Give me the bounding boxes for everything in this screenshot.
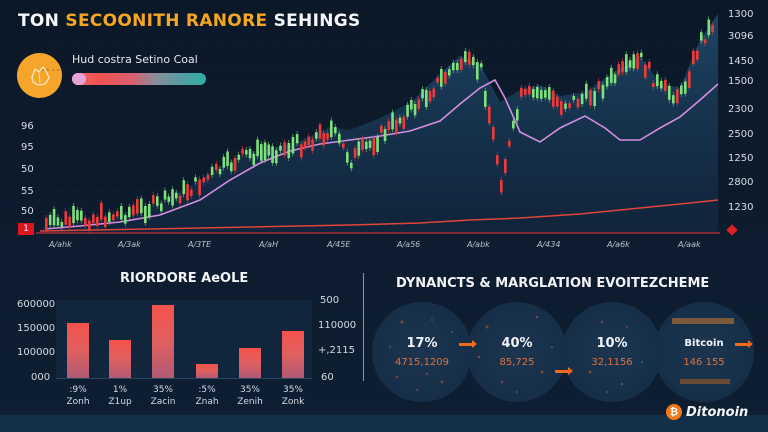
y-right-label: 1300 — [728, 9, 754, 20]
bar-y-left: 150000 — [17, 323, 56, 334]
bar-category: 35% Zonk — [273, 384, 313, 408]
bar-category-pct: 35% — [152, 385, 173, 395]
title-part-1: TON — [18, 11, 66, 31]
bar-zacin[interactable] — [152, 305, 174, 378]
legend-gradient-bar — [72, 73, 206, 85]
y-right-label: 1230 — [728, 202, 754, 213]
bar-y-right: 60 — [321, 372, 334, 383]
page-title: TON SECOONITH RANORE SEHINGS — [18, 11, 361, 31]
metric-value: 85,725 — [499, 357, 535, 368]
metric-circle[interactable]: 17% 4715,1209 — [372, 302, 472, 402]
arrow-right-icon — [735, 340, 753, 348]
bar-category: 1% Z1up — [100, 384, 140, 408]
bar-category-name: Zonk — [281, 397, 305, 407]
arrow-right-icon — [555, 367, 573, 375]
bar-category-name: Zonh — [66, 397, 90, 407]
texture-decoration — [588, 320, 643, 393]
bar-y-right: 110000 — [318, 320, 357, 331]
decor-bar — [680, 379, 730, 384]
metric-value: 32,1156 — [591, 357, 633, 368]
metric-pct: 10% — [596, 336, 628, 351]
y-right-label: 1250 — [728, 153, 754, 164]
bar-y-left: 100000 — [17, 347, 56, 358]
bar-category: 35% Zenih — [230, 384, 270, 408]
x-label: A/ahk — [49, 240, 72, 249]
x-label: A/aH — [259, 240, 279, 249]
texture-decoration — [389, 319, 453, 391]
bar-y-left: 000 — [31, 372, 51, 383]
brand-name: Ditonoin — [686, 404, 749, 420]
bar-category-name: Zenih — [237, 397, 263, 407]
candlestick-chart — [36, 14, 720, 234]
bar-category-pct: :9% — [69, 385, 87, 395]
bar-zonh[interactable] — [67, 323, 89, 378]
x-label: A/a56 — [397, 240, 421, 249]
bar-axis — [56, 378, 312, 379]
x-label: A/434 — [537, 240, 561, 249]
title-part-2: SECOONITH RANORE — [65, 11, 268, 31]
bar-category: 35% Zacin — [143, 384, 183, 408]
bar-zenih[interactable] — [239, 348, 261, 378]
y-left-label: 96 — [21, 121, 34, 132]
y-left-label: 55 — [21, 186, 34, 197]
bar-znah[interactable] — [196, 364, 218, 378]
x-label: A/3TE — [188, 240, 212, 249]
bar-y-right: 500 — [320, 295, 340, 306]
bitcoin-icon: ₿ — [666, 404, 682, 420]
bar-zonk[interactable] — [282, 331, 304, 378]
y-right-label: 1450 — [728, 56, 754, 67]
metric-circle[interactable]: 40% 85,725 — [467, 302, 567, 402]
section-divider — [363, 273, 364, 381]
y-right-label: 2500 — [728, 129, 754, 140]
bar-category-name: Zacin — [150, 397, 176, 407]
bar-category-pct: 35% — [239, 385, 260, 395]
metric-pct: 17% — [406, 336, 438, 351]
x-label: A/a6k — [607, 240, 630, 249]
metric-value: 4715,1209 — [394, 357, 450, 368]
bar-chart-panel — [56, 300, 312, 378]
legend-label: Hud costra Setino Coal — [72, 53, 198, 66]
bar-y-right: +,2115 — [318, 345, 356, 356]
metric-pct: Bitcoin — [684, 338, 724, 349]
y-right-label: 3096 — [728, 31, 754, 42]
alert-badge[interactable]: 1 — [18, 223, 34, 235]
x-label: A/45E — [327, 240, 351, 249]
bar-category: :9% Zonh — [58, 384, 98, 408]
bar-category-pct: 35% — [282, 385, 303, 395]
bar-category-name: Znah — [195, 397, 219, 407]
metric-value: 146 155 — [683, 357, 725, 368]
bar-category: :5% Znah — [187, 384, 227, 408]
y-right-label: 2800 — [728, 177, 754, 188]
x-label: A/aak — [678, 240, 701, 249]
y-left-label: 50 — [21, 164, 34, 175]
bar-category-name: Z1up — [108, 397, 132, 407]
bar-chart-title: RIORDORE AeOLE — [120, 271, 249, 286]
y-right-label: 1500 — [728, 76, 754, 87]
metric-pct: 40% — [501, 336, 533, 351]
title-part-3: SEHINGS — [267, 11, 361, 31]
texture-decoration — [477, 315, 553, 393]
bar-z1up[interactable] — [109, 340, 131, 378]
x-label: A/3ak — [118, 240, 141, 249]
decor-bar — [672, 318, 734, 324]
bar-category-pct: 1% — [112, 385, 128, 395]
arrow-right-icon — [459, 340, 477, 348]
x-label: A/abk — [467, 240, 490, 249]
bar-category-pct: :5% — [198, 385, 216, 395]
bar-y-left: 600000 — [17, 299, 56, 310]
coin-avatar-icon — [17, 53, 62, 98]
brand-logo[interactable]: ₿ Ditonoin — [666, 404, 748, 420]
footer-band — [0, 415, 768, 432]
legend-slider-handle[interactable] — [72, 73, 86, 85]
y-right-label: 2300 — [728, 104, 754, 115]
dynamics-title: DYNANCTS & MARGLATION EVOITEZCHEME — [396, 276, 710, 291]
y-left-label: 95 — [21, 142, 34, 153]
y-left-label: 50 — [21, 206, 34, 217]
metric-circle[interactable]: 10% 32,1156 — [562, 302, 662, 402]
metric-circle[interactable]: Bitcoin 146 155 — [654, 302, 754, 402]
